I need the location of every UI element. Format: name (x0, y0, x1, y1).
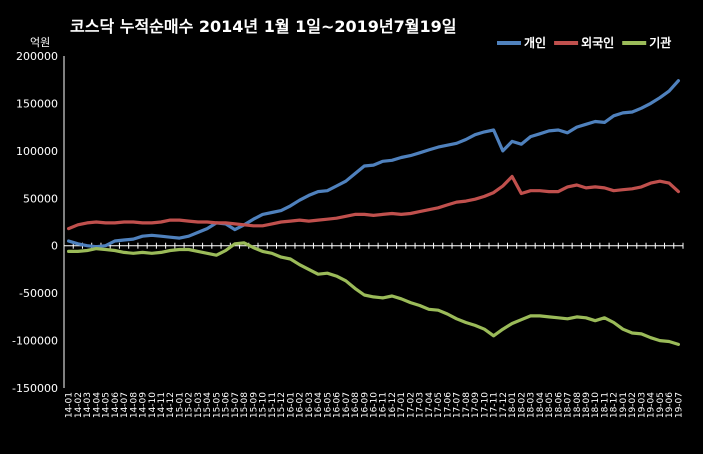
x-tick-label: 17-02 (406, 392, 416, 418)
x-tick-label: 16-11 (379, 392, 389, 418)
x-tick-label: 17-01 (397, 392, 407, 418)
y-tick-label: -50000 (19, 287, 58, 300)
series-line-개인 (66, 79, 681, 249)
x-tick-label: 16-06 (333, 392, 343, 418)
series-line-기관 (66, 241, 681, 346)
x-tick-label: 17-12 (499, 392, 509, 418)
series-lines (66, 79, 681, 346)
x-tick-label: 14-12 (166, 392, 176, 418)
x-tick-label: 19-07 (674, 392, 684, 418)
x-tick-label: 18-10 (591, 392, 601, 418)
y-tick-label: 50000 (23, 192, 58, 205)
x-tick-label: 17-11 (490, 392, 500, 418)
x-tick-label: 15-04 (203, 392, 213, 418)
x-tick-label: 18-01 (508, 392, 518, 418)
y-tick-label: 100000 (16, 145, 58, 158)
x-tick-label: 19-04 (647, 392, 657, 418)
x-tick-label: 18-09 (582, 392, 592, 418)
y-tick-label: -150000 (12, 382, 58, 395)
x-tick-label: 18-04 (536, 392, 546, 418)
legend-label: 기관 (649, 35, 671, 50)
x-tick-label: 15-09 (249, 392, 259, 418)
x-tick-label: 16-01 (286, 392, 296, 418)
x-tick-label: 15-07 (231, 392, 241, 418)
x-tick-label: 16-12 (388, 392, 398, 418)
x-tick-label: 16-07 (342, 392, 352, 418)
x-tick-label: 14-03 (83, 392, 93, 418)
x-tick-label: 17-06 (443, 392, 453, 418)
y-tick-label: -100000 (12, 335, 58, 348)
x-tick-label: 14-09 (139, 392, 149, 418)
x-tick-label: 17-08 (462, 392, 472, 418)
x-tick-label: 14-04 (92, 392, 102, 418)
legend-label: 외국인 (581, 35, 614, 50)
x-tick-label: 18-11 (600, 392, 610, 418)
x-tick-label: 17-10 (480, 392, 490, 418)
x-tick-label: 18-06 (554, 392, 564, 418)
y-axis: 200000 150000 100000 50000 0 -50000 -100000 -15… (12, 50, 65, 395)
x-tick-label: 19-05 (656, 392, 666, 418)
x-tick-label: 18-12 (610, 392, 620, 418)
x-tick-label: 15-10 (259, 392, 269, 418)
x-tick-label: 14-05 (102, 392, 112, 418)
x-tick-label: 19-06 (665, 392, 675, 418)
x-tick-label: 15-11 (268, 392, 278, 418)
x-tick-label: 17-03 (416, 392, 426, 418)
x-tick-label: 18-02 (517, 392, 527, 418)
x-tick-label: 14-11 (157, 392, 167, 418)
x-tick-label: 16-05 (323, 392, 333, 418)
series-line-외국인 (66, 174, 681, 231)
x-tick-label: 15-08 (240, 392, 250, 418)
x-tick-label: 15-06 (222, 392, 232, 418)
x-tick-label: 15-12 (277, 392, 287, 418)
x-tick-label: 14-06 (111, 392, 121, 418)
x-tick-label: 18-08 (573, 392, 583, 418)
x-tick-label: 16-02 (296, 392, 306, 418)
x-tick-label: 17-04 (425, 392, 435, 418)
x-axis: 14-01 14-02 14-03 14-04 14-05 14-06 14-07 14-08… (63, 242, 684, 418)
x-tick-label: 19-03 (637, 392, 647, 418)
x-tick-label: 14-10 (148, 392, 158, 418)
x-tick-label: 15-05 (212, 392, 222, 418)
y-tick-label: 0 (51, 240, 58, 253)
legend: 개인 외국인 기관 (497, 35, 671, 50)
x-tick-label: 17-09 (471, 392, 481, 418)
x-tick-label: 14-07 (120, 392, 130, 418)
y-tick-label: 150000 (16, 97, 58, 110)
x-tick-label: 19-02 (628, 392, 638, 418)
y-tick-label: 200000 (16, 50, 58, 63)
x-tick-label: 14-08 (129, 392, 139, 418)
x-tick-label: 17-07 (453, 392, 463, 418)
x-tick-label: 16-03 (305, 392, 315, 418)
x-tick-label: 18-05 (545, 392, 555, 418)
x-tick-label: 15-02 (185, 392, 195, 418)
chart-title: 코스닥 누적순매수 2014년 1월 1일~2019년7월19일 (70, 17, 457, 36)
x-tick-label: 16-04 (314, 392, 324, 418)
x-tick-label: 18-07 (564, 392, 574, 418)
x-tick-label: 18-03 (527, 392, 537, 418)
x-tick-label: 16-10 (370, 392, 380, 418)
x-tick-label: 14-01 (65, 392, 75, 418)
x-tick-label: 15-01 (175, 392, 185, 418)
x-tick-label: 17-05 (434, 392, 444, 418)
x-tick-label: 15-03 (194, 392, 204, 418)
legend-label: 개인 (524, 35, 546, 50)
x-tick-label: 14-02 (74, 392, 84, 418)
x-tick-label: 16-08 (351, 392, 361, 418)
y-axis-unit-label: 억원 (30, 36, 50, 49)
x-tick-label: 19-01 (619, 392, 629, 418)
x-tick-label: 16-09 (360, 392, 370, 418)
